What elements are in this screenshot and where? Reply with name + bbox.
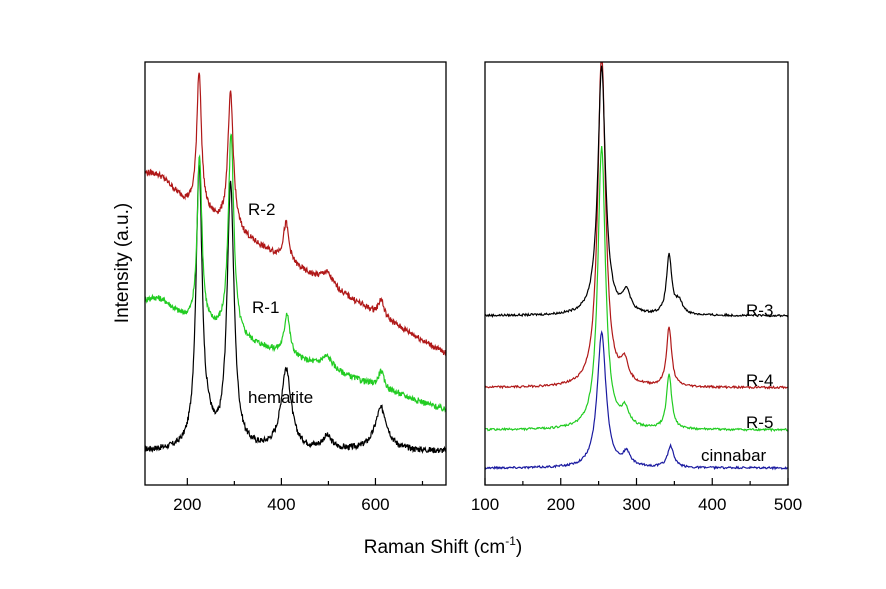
series-label-cinnabar: cinnabar bbox=[701, 446, 767, 465]
x-axis-title-close: ) bbox=[516, 537, 522, 558]
x-tick-label-400b: 400 bbox=[698, 495, 726, 514]
series-label-r-5: R-5 bbox=[746, 413, 773, 432]
series-line-cinnabar bbox=[484, 330, 789, 471]
x-tick-label-600: 600 bbox=[361, 495, 389, 514]
x-tick-label-100: 100 bbox=[471, 495, 499, 514]
right-panel: 100 200 300 400 500 R-3 R-4 R-5 cinnabar bbox=[471, 61, 802, 514]
x-tick-label-200b: 200 bbox=[547, 495, 575, 514]
y-axis-title: Intensity (a.u.) bbox=[112, 203, 133, 323]
series-line-r-1 bbox=[144, 133, 447, 413]
series-line-hematite bbox=[144, 164, 447, 454]
series-line-r-5 bbox=[484, 145, 789, 433]
left-panel-curves bbox=[144, 72, 447, 454]
series-label-r-1: R-1 bbox=[252, 298, 279, 317]
x-tick-label-200: 200 bbox=[173, 495, 201, 514]
series-label-hematite: hematite bbox=[248, 388, 313, 407]
x-tick-label-500: 500 bbox=[774, 495, 802, 514]
x-axis-title-sup: -1 bbox=[505, 534, 516, 548]
left-panel-ticks bbox=[186, 478, 424, 485]
left-panel-tick-labels: 200 400 600 bbox=[173, 495, 390, 514]
right-panel-ticks bbox=[484, 478, 789, 485]
right-panel-tick-labels: 100 200 300 400 500 bbox=[471, 495, 802, 514]
series-line-r-2 bbox=[144, 72, 447, 356]
x-axis-title-main: Raman Shift (cm bbox=[364, 537, 505, 558]
right-panel-curves bbox=[484, 62, 789, 471]
left-panel-series-labels: R-2 R-1 hematite bbox=[248, 200, 313, 407]
x-axis-title: Raman Shift (cm-1) bbox=[364, 534, 522, 558]
right-panel-series-labels: R-3 R-4 R-5 cinnabar bbox=[701, 301, 773, 465]
series-line-r-4 bbox=[484, 62, 789, 390]
left-panel-frame bbox=[144, 61, 447, 486]
series-label-r-2: R-2 bbox=[248, 200, 275, 219]
series-label-r-3: R-3 bbox=[746, 301, 773, 320]
series-line-r-3 bbox=[484, 65, 789, 318]
x-tick-label-400: 400 bbox=[267, 495, 295, 514]
series-label-r-4: R-4 bbox=[746, 371, 773, 390]
x-tick-label-300: 300 bbox=[622, 495, 650, 514]
left-panel: 200 400 600 R-2 R-1 hematite bbox=[144, 61, 447, 514]
